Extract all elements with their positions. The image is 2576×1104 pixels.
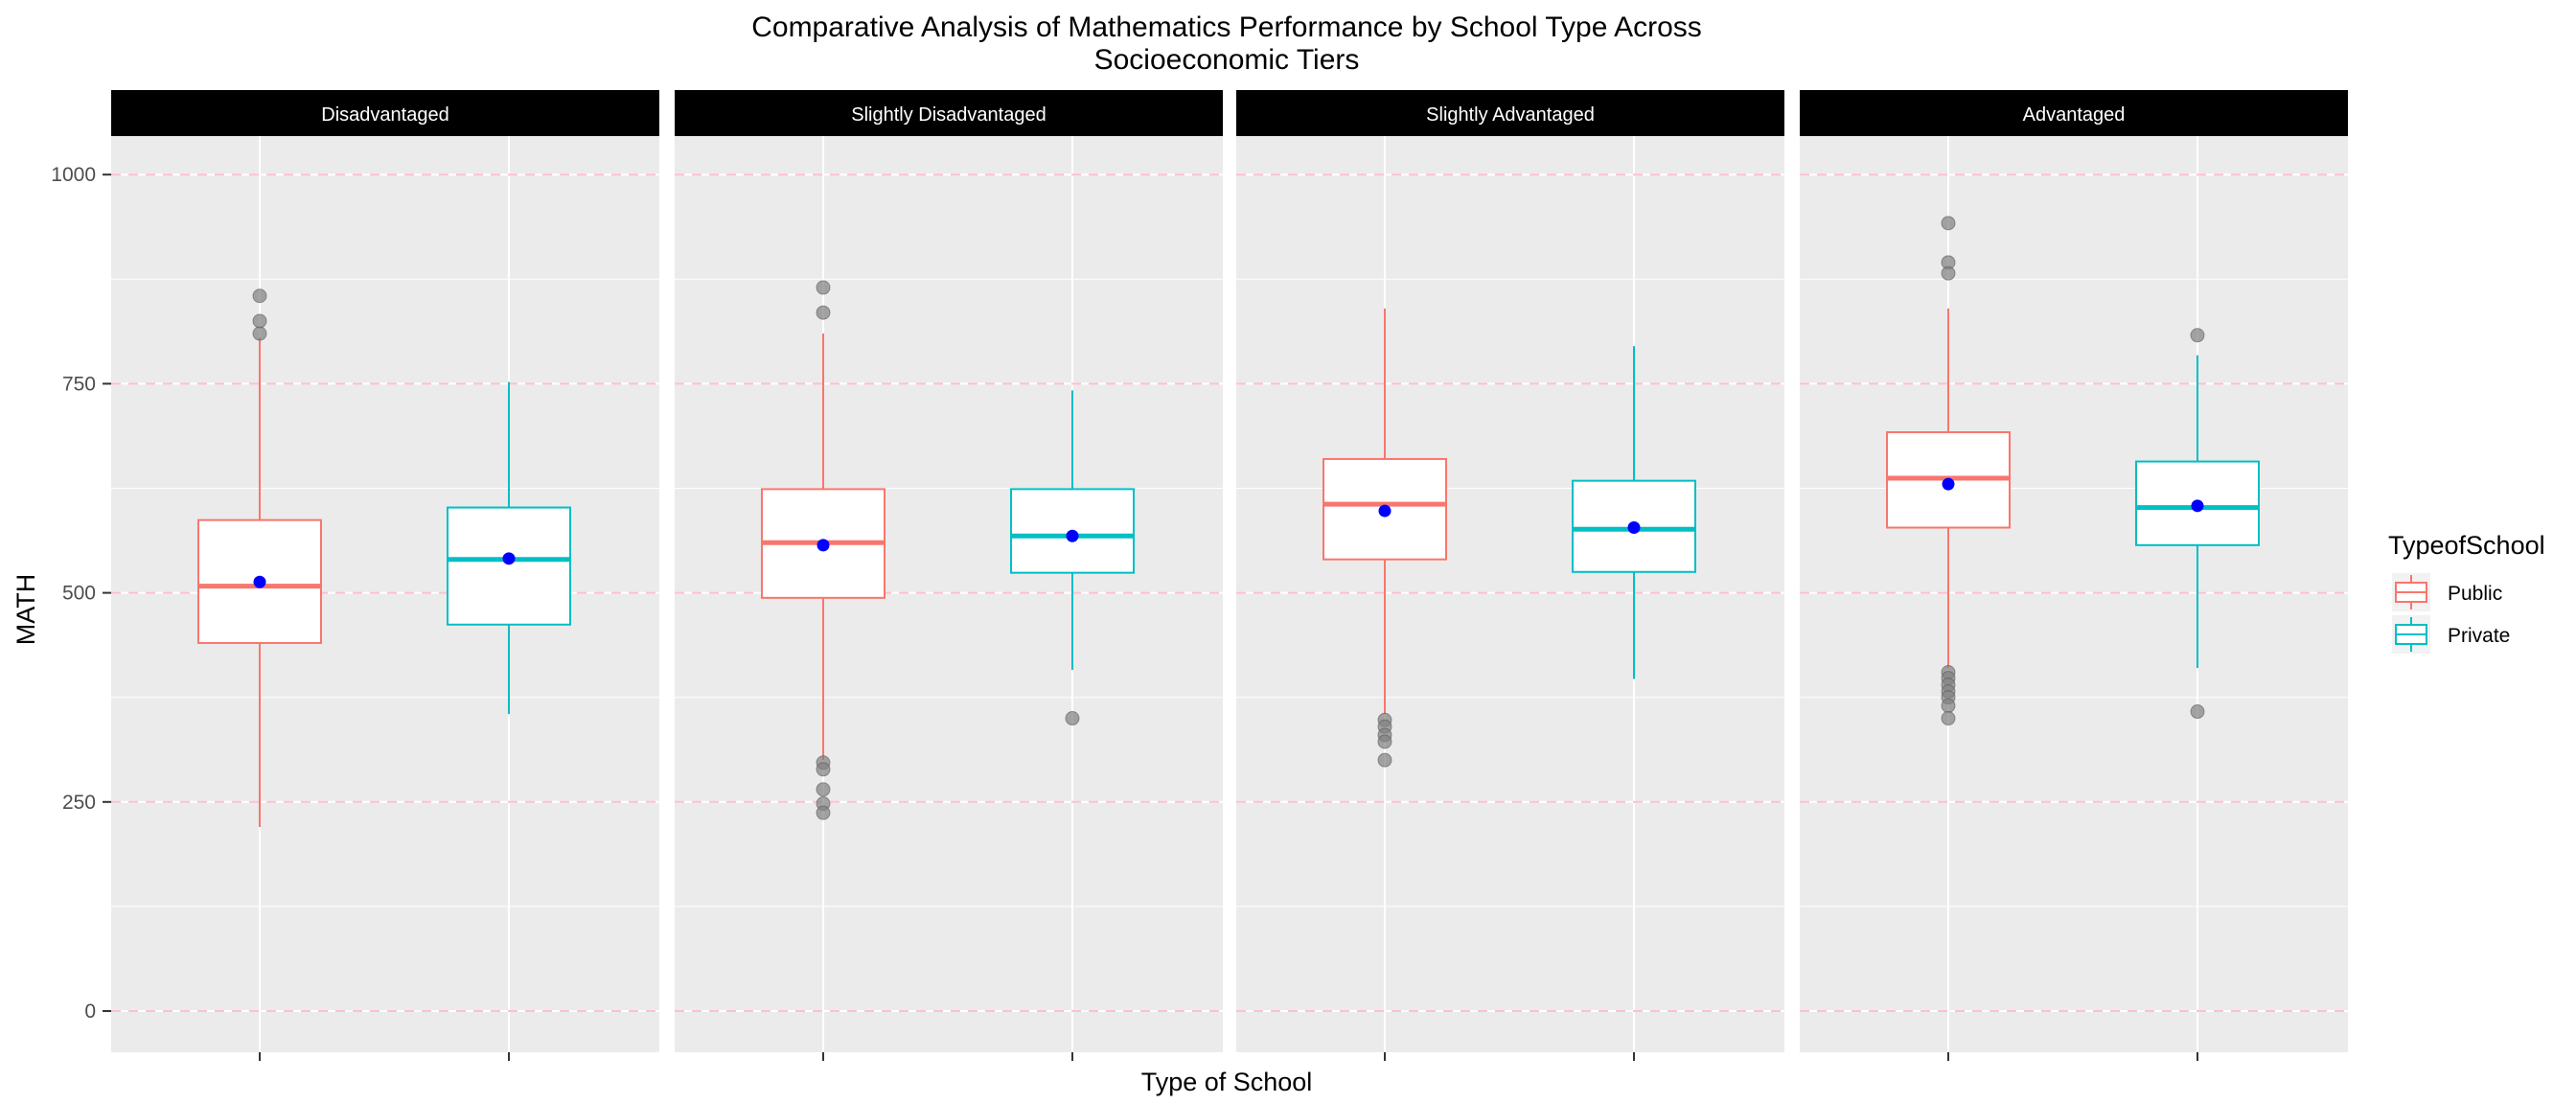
iqr-box (1572, 479, 1696, 573)
box-private (1010, 390, 1135, 726)
mean-point (1066, 529, 1079, 542)
plot-area: Disadvantaged Slightly Disadvantaged Sligh… (51, 69, 2348, 1061)
chart-title-line-1: Comparative Analysis of Mathematics Perf… (751, 12, 1702, 43)
facet-strip-label: Slightly Advantaged (1426, 104, 1595, 126)
y-tick-label: 500 (62, 583, 96, 605)
outlier-point (816, 762, 831, 777)
legend-label: Private (2448, 625, 2510, 647)
y-tick-label: 250 (62, 792, 96, 814)
box-public (1322, 308, 1447, 768)
outlier-point (2190, 328, 2205, 343)
box-public (761, 280, 886, 820)
iqr-box (447, 506, 571, 626)
y-tick-label: 0 (84, 1000, 96, 1023)
outlier-point (252, 313, 267, 329)
facet-strip (111, 90, 659, 136)
panel-background (1236, 136, 1784, 1052)
legend-item-private: Private (2392, 615, 2510, 654)
panel-background (111, 136, 659, 1052)
y-axis-title: MATH (12, 574, 40, 646)
facet-strip (1800, 90, 2348, 136)
box-private (1572, 346, 1696, 679)
outlier-point (816, 805, 831, 820)
outlier-point (1941, 711, 1956, 726)
outlier-point (252, 326, 267, 341)
outlier-point (1377, 734, 1392, 749)
facet-strip (675, 90, 1223, 136)
outlier-point (816, 782, 831, 797)
legend: TypeofSchool Public Private (2388, 531, 2545, 654)
legend-item-public: Public (2392, 573, 2502, 611)
panel-background (1800, 136, 2348, 1052)
panel-background (675, 136, 1223, 1052)
box-public (1886, 216, 2011, 726)
facet-panel: Slightly Disadvantaged (675, 69, 1223, 1061)
x-axis-title: Type of School (1141, 1068, 1313, 1096)
outlier-point (252, 288, 267, 304)
outlier-point (2190, 704, 2205, 720)
box-public (197, 288, 322, 827)
outlier-point (1377, 752, 1392, 768)
mean-point (502, 552, 516, 565)
y-tick-label: 750 (62, 373, 96, 395)
facet-panel: Slightly Advantaged (1236, 69, 1784, 1061)
mean-point (253, 575, 266, 588)
facet-panel: Disadvantaged (111, 69, 659, 1061)
mean-point (1627, 521, 1641, 535)
legend-title: TypeofSchool (2388, 531, 2545, 560)
outlier-point (1065, 711, 1080, 726)
facet-strip (1236, 90, 1784, 136)
facet-strip-label: Disadvantaged (321, 104, 448, 126)
outlier-point (816, 305, 831, 320)
outlier-point (1941, 216, 1956, 231)
mean-point (816, 539, 830, 552)
outlier-point (816, 280, 831, 295)
facet-strip-label: Advantaged (2023, 104, 2126, 126)
box-private (2135, 328, 2260, 720)
chart-title-line-2: Socioeconomic Tiers (1094, 44, 1360, 76)
mean-point (2191, 499, 2204, 513)
mean-point (1942, 477, 1955, 491)
facet-panel: Advantaged (1800, 69, 2348, 1061)
legend-label: Public (2448, 583, 2502, 605)
outlier-point (1941, 698, 1956, 713)
facet-strip-label: Slightly Disadvantaged (851, 104, 1046, 126)
y-axis: 0 250 500 750 1000 (51, 164, 111, 1023)
outlier-point (1941, 265, 1956, 281)
y-tick-label: 1000 (51, 164, 96, 186)
box-private (447, 381, 571, 715)
mean-point (1378, 504, 1392, 518)
